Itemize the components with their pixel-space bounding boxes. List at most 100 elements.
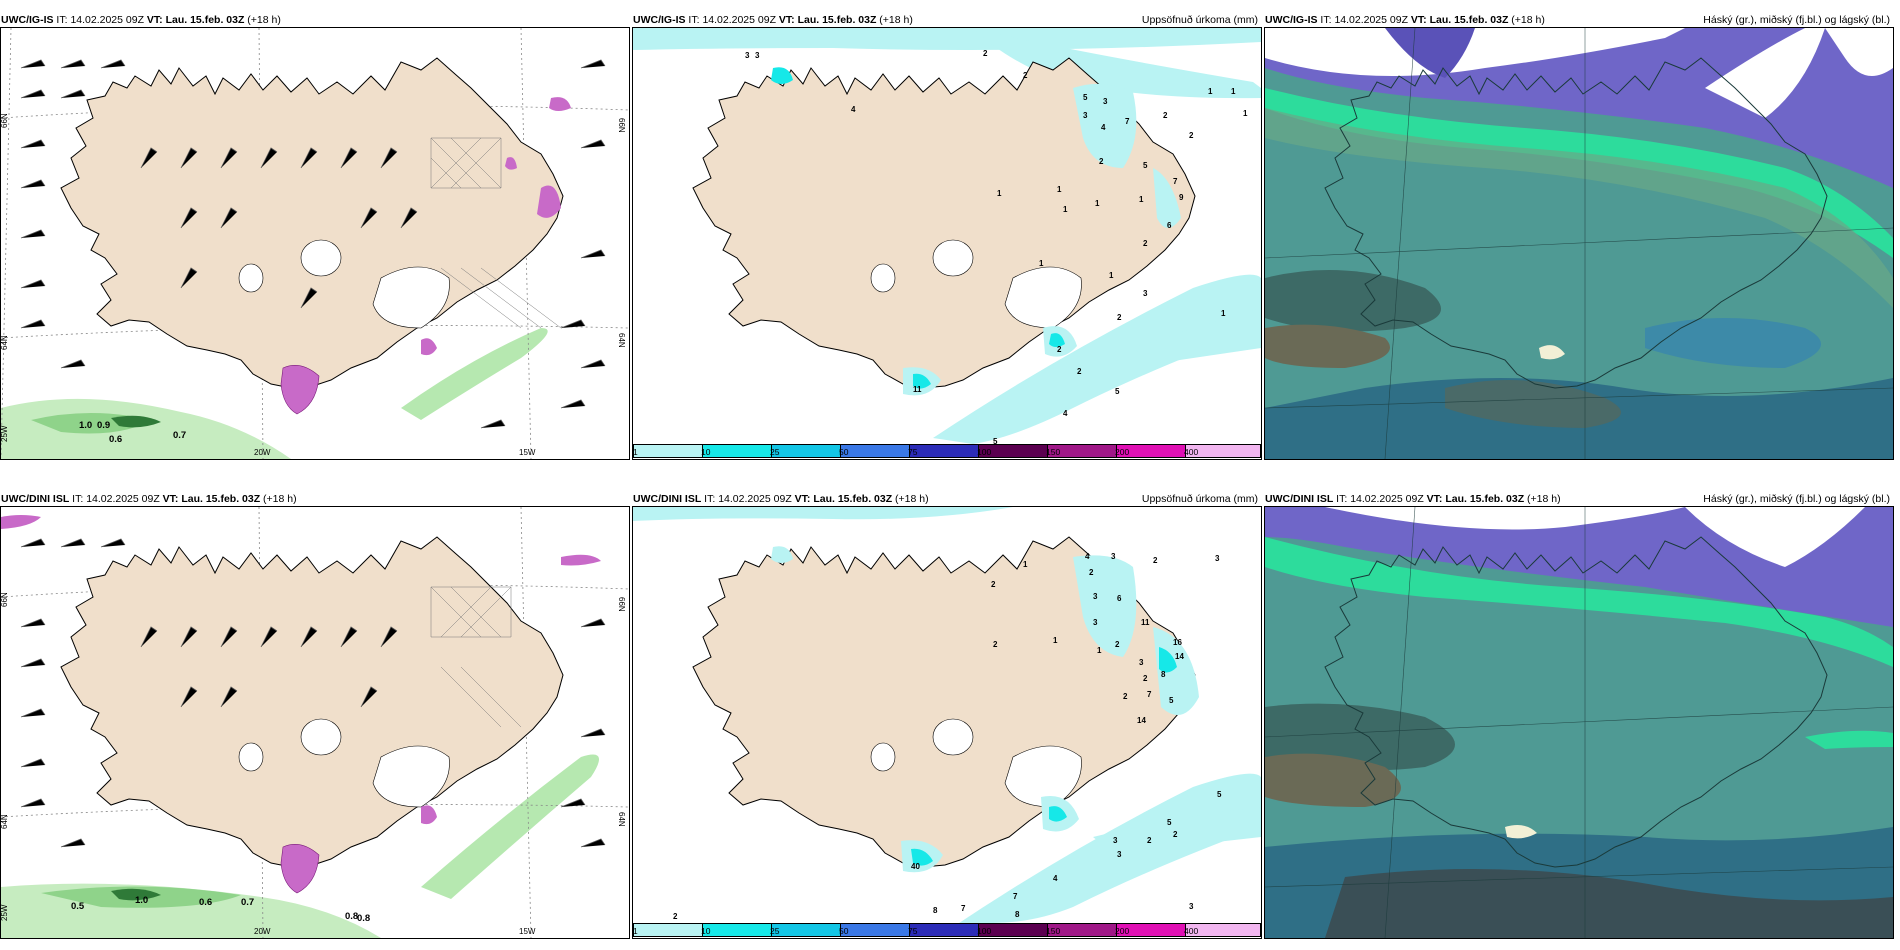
precip-value: 2 xyxy=(1143,674,1148,683)
precip-value: 1 xyxy=(1231,87,1236,96)
colorbar-label: 10 xyxy=(701,926,711,936)
precip-value: 1 xyxy=(1039,259,1044,268)
it-label: IT: xyxy=(688,14,700,26)
lon-label: 25W xyxy=(1,425,9,442)
model-name: UWC/DINI ISL xyxy=(1,493,70,505)
precip-map: 3 3 2 2 5 3 3 4 7 2 2 1 1 1 4 2 5 7 9 1 … xyxy=(633,28,1261,446)
lon-label: 25W xyxy=(1,904,9,921)
precip-value: 2 xyxy=(1023,71,1028,80)
map-frame: 66N 64N 66N 64N 25W 20W 15W 0.5 1.0 0.6 … xyxy=(0,506,630,939)
precip-value: 2 xyxy=(1153,556,1158,565)
it-value: 14.02.2025 09Z xyxy=(86,493,160,505)
precip-value: 0.5 xyxy=(71,901,85,912)
colorbar xyxy=(633,923,1261,938)
precip-value: 0.8 xyxy=(345,911,358,922)
precip-value: 4 xyxy=(1063,409,1068,418)
precip-value: 3 xyxy=(745,51,750,60)
precip-value: 1 xyxy=(997,189,1002,198)
colorbar-label: 50 xyxy=(839,926,849,936)
lat-label: 64N xyxy=(1,335,9,350)
precip-value: 14 xyxy=(1175,652,1184,661)
panel-precip-dini: UWC/DINI ISL IT: 14.02.2025 09Z VT: Lau.… xyxy=(632,492,1262,939)
precip-value: 3 xyxy=(1143,289,1148,298)
panel-wind-dini: UWC/DINI ISL IT: 14.02.2025 09Z VT: Lau.… xyxy=(0,492,630,939)
vt-value: Lau. 15.feb. 03Z xyxy=(1429,14,1509,26)
panel-wind-igis: UWC/IG-IS IT: 14.02.2025 09Z VT: Lau. 15… xyxy=(0,13,630,460)
map-frame: 4 3 2 3 2 3 6 11 1 2 2 1 1 2 3 16 14 3 8… xyxy=(632,506,1262,939)
lon-label: 20W xyxy=(254,448,271,457)
colorbar-label: 400 xyxy=(1184,926,1199,936)
panel-title: Háský (gr.), miðský (fj.bl.) og lágský (… xyxy=(1703,493,1890,505)
precip-value: 3 xyxy=(755,51,760,60)
lead-time: (+18 h) xyxy=(1511,14,1545,26)
precip-value: 40 xyxy=(911,862,920,871)
precip-value: 1 xyxy=(1097,646,1102,655)
precip-value: 0.7 xyxy=(173,430,186,441)
precip-value: 0.8 xyxy=(357,913,370,924)
precip-value: 9 xyxy=(1179,193,1184,202)
vt-value: Lau. 15.feb. 03Z xyxy=(181,493,261,505)
colorbar-label: 400 xyxy=(1184,447,1199,457)
precip-value: 3 xyxy=(1111,552,1116,561)
vt-value: Lau. 15.feb. 03Z xyxy=(813,493,893,505)
precip-map: 4 3 2 3 2 3 6 11 1 2 2 1 1 2 3 16 14 3 8… xyxy=(633,507,1261,927)
precip-value: 2 xyxy=(1123,692,1128,701)
lead-time: (+18 h) xyxy=(247,14,281,26)
precip-value: 3 xyxy=(1093,592,1098,601)
precip-value: 3 xyxy=(1093,618,1098,627)
colorbar-cell xyxy=(1185,444,1261,458)
vt-value: Lau. 15.feb. 03Z xyxy=(165,14,245,26)
cloud-map xyxy=(1265,28,1893,459)
colorbar-labels: 1 10 25 50 75 100 150 200 400 xyxy=(632,924,1262,938)
it-value: 14.02.2025 09Z xyxy=(70,14,144,26)
precip-value: 1.0 xyxy=(135,895,148,906)
precip-value: 5 xyxy=(1217,790,1222,799)
colorbar-label: 100 xyxy=(977,926,992,936)
it-label: IT: xyxy=(56,14,68,26)
lead-time: (+18 h) xyxy=(895,493,929,505)
precip-value: 2 xyxy=(1143,239,1148,248)
colorbar-label: 150 xyxy=(1046,926,1061,936)
precip-value: 1 xyxy=(1095,199,1100,208)
precip-value: 3 xyxy=(1113,836,1118,845)
lon-label: 20W xyxy=(254,927,271,936)
precip-value: 2 xyxy=(993,640,998,649)
precip-value: 7 xyxy=(1013,892,1018,901)
precip-value: 1 xyxy=(1053,636,1058,645)
precip-value: 2 xyxy=(991,580,996,589)
vt-label: VT: xyxy=(1426,493,1443,505)
precip-value: 4 xyxy=(1085,552,1090,561)
lon-label: 15W xyxy=(519,448,536,457)
precip-value: 1 xyxy=(1109,271,1114,280)
colorbar-label: 100 xyxy=(977,447,992,457)
precip-value: 0.9 xyxy=(97,420,110,431)
colorbar-label: 25 xyxy=(770,447,780,457)
precip-value: 1 xyxy=(1023,560,1028,569)
precip-value: 2 xyxy=(1057,345,1062,354)
precip-value: 5 xyxy=(1167,818,1172,827)
model-name: UWC/IG-IS xyxy=(1265,14,1318,26)
colorbar-label: 200 xyxy=(1115,926,1130,936)
precip-value: 5 xyxy=(1083,93,1088,102)
precip-value: 3 xyxy=(1083,111,1088,120)
panel-header: UWC/IG-IS IT: 14.02.2025 09Z VT: Lau. 15… xyxy=(633,13,913,27)
map-frame xyxy=(1264,506,1894,939)
precip-value: 3 xyxy=(1139,658,1144,667)
panel-header: UWC/IG-IS IT: 14.02.2025 09Z VT: Lau. 15… xyxy=(1265,13,1545,27)
vt-value: Lau. 15.feb. 03Z xyxy=(797,14,877,26)
precip-value: 3 xyxy=(1215,554,1220,563)
precip-value: 1 xyxy=(1208,87,1213,96)
precip-value: 2 xyxy=(1117,313,1122,322)
colorbar-label: 75 xyxy=(908,926,918,936)
precip-value: 11 xyxy=(1141,618,1150,627)
colorbar-label: 1 xyxy=(633,447,638,457)
model-name: UWC/DINI ISL xyxy=(633,493,702,505)
wind-map: 66N 64N 66N 64N 25W 20W 15W 1.0 0.9 0.6 … xyxy=(1,28,629,459)
precip-value: 0.6 xyxy=(109,434,122,445)
precip-value: 4 xyxy=(1053,874,1058,883)
precip-value: 1 xyxy=(1057,185,1062,194)
panel-title: Uppsöfnuð úrkoma (mm) xyxy=(1141,493,1258,505)
panel-header: UWC/DINI ISL IT: 14.02.2025 09Z VT: Lau.… xyxy=(1265,492,1561,506)
colorbar-label: 25 xyxy=(770,926,780,936)
precip-value: 3 xyxy=(1117,850,1122,859)
